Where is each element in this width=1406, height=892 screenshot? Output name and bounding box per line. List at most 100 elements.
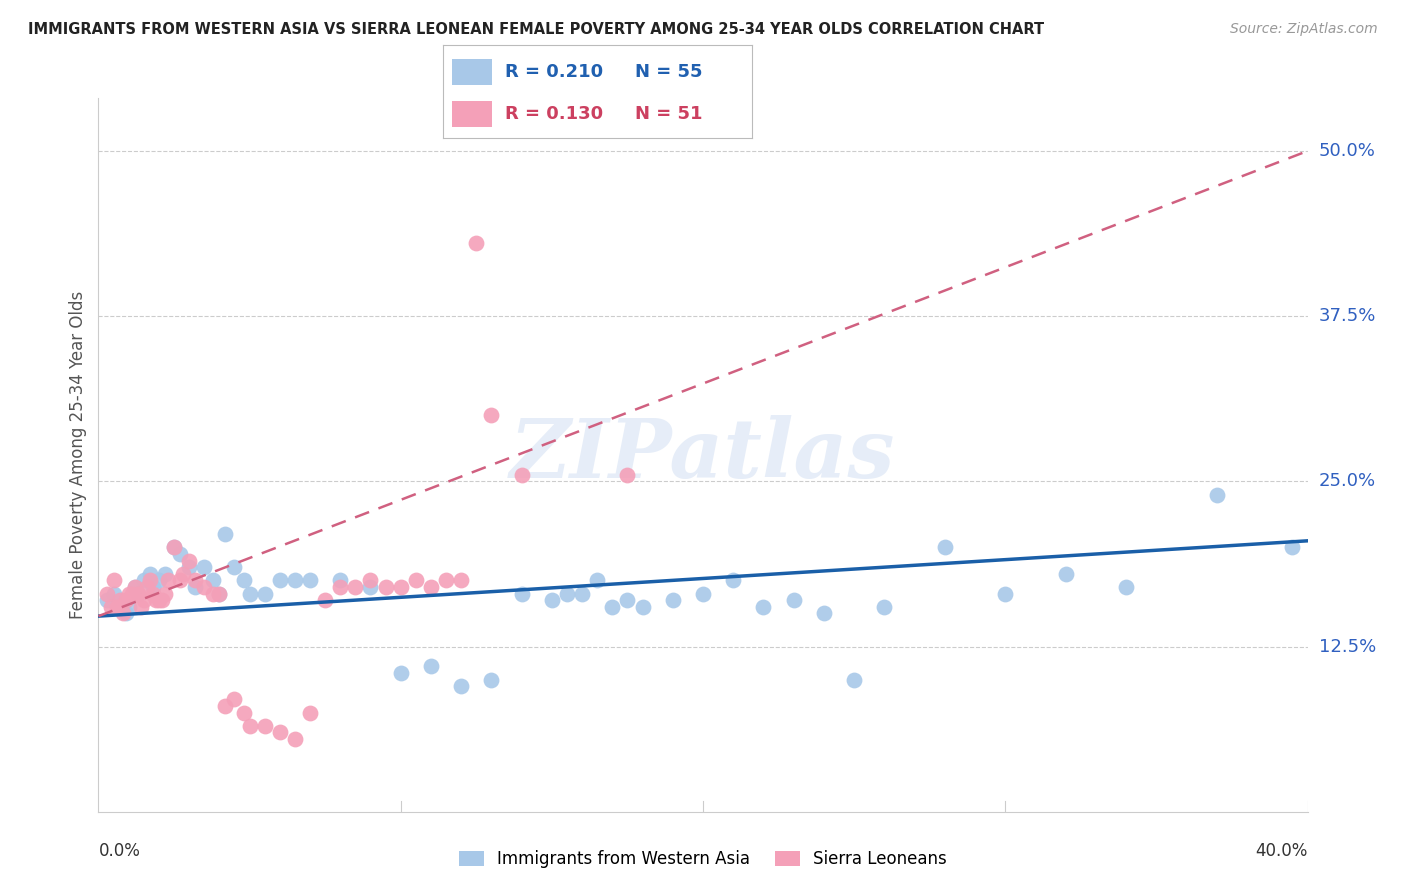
Point [150,593,173,607]
Point [163,541,186,555]
Legend: Immigrants from Western Asia, Sierra Leoneans: Immigrants from Western Asia, Sierra Leo… [453,844,953,875]
Point [934,541,956,555]
Point [389,665,412,680]
Point [813,607,835,621]
Point [481,409,503,423]
Point [148,593,170,607]
Text: N = 55: N = 55 [634,62,702,81]
Point [142,587,165,601]
Point [1281,541,1303,555]
Point [105,599,128,614]
Point [118,599,141,614]
Text: R = 0.130: R = 0.130 [505,105,603,123]
Point [129,599,152,614]
Point [169,574,191,588]
Point [153,566,176,581]
Point [184,574,207,588]
Point [208,587,231,601]
Point [232,574,254,588]
Point [214,698,236,713]
Point [177,560,201,574]
Point [177,554,201,568]
Point [156,574,179,588]
Point [374,580,396,594]
Point [299,706,322,720]
Point [148,574,170,588]
Point [132,574,155,588]
Text: N = 51: N = 51 [634,105,702,123]
Point [510,467,533,482]
Point [100,599,122,614]
Point [145,593,167,607]
Point [208,587,231,601]
Point [163,541,186,555]
Point [132,593,155,607]
Text: 25.0%: 25.0% [1319,473,1376,491]
Point [103,587,125,601]
Point [661,593,683,607]
Point [389,580,412,594]
Point [1054,566,1077,581]
Text: Source: ZipAtlas.com: Source: ZipAtlas.com [1230,22,1378,37]
Point [616,593,638,607]
Point [329,580,352,594]
Text: 50.0%: 50.0% [1319,142,1375,160]
Point [184,580,207,594]
Point [114,607,136,621]
Point [571,587,593,601]
Point [344,580,367,594]
Point [284,574,307,588]
Point [169,547,191,561]
Point [419,580,441,594]
Point [127,587,149,601]
Point [782,593,804,607]
Point [450,574,472,588]
Point [193,580,215,594]
Point [602,599,624,614]
Point [127,587,149,601]
Point [1115,580,1137,594]
Point [434,574,457,588]
Point [103,574,125,588]
Point [269,574,291,588]
Point [465,236,488,251]
Point [124,580,146,594]
Point [631,599,654,614]
Point [202,574,225,588]
Point [153,587,176,601]
Point [752,599,775,614]
Point [994,587,1017,601]
Point [111,607,134,621]
Point [253,719,276,733]
Point [844,673,866,687]
Point [118,587,141,601]
Point [586,574,609,588]
Point [481,673,503,687]
Point [721,574,744,588]
Text: R = 0.210: R = 0.210 [505,62,603,81]
Point [269,725,291,739]
Point [450,679,472,693]
Point [172,566,194,581]
Point [224,560,246,574]
Point [405,574,427,588]
Point [692,587,714,601]
Text: 40.0%: 40.0% [1256,842,1308,860]
Point [360,580,382,594]
Point [139,574,162,588]
FancyBboxPatch shape [453,101,492,127]
Point [314,593,336,607]
Point [224,692,246,706]
Y-axis label: Female Poverty Among 25-34 Year Olds: Female Poverty Among 25-34 Year Olds [69,291,87,619]
FancyBboxPatch shape [453,59,492,85]
Point [135,580,157,594]
Text: 0.0%: 0.0% [98,842,141,860]
Point [124,580,146,594]
Point [108,593,131,607]
Point [555,587,578,601]
Point [616,467,638,482]
Point [239,719,262,733]
Point [239,587,262,601]
Point [419,659,441,673]
Point [540,593,562,607]
